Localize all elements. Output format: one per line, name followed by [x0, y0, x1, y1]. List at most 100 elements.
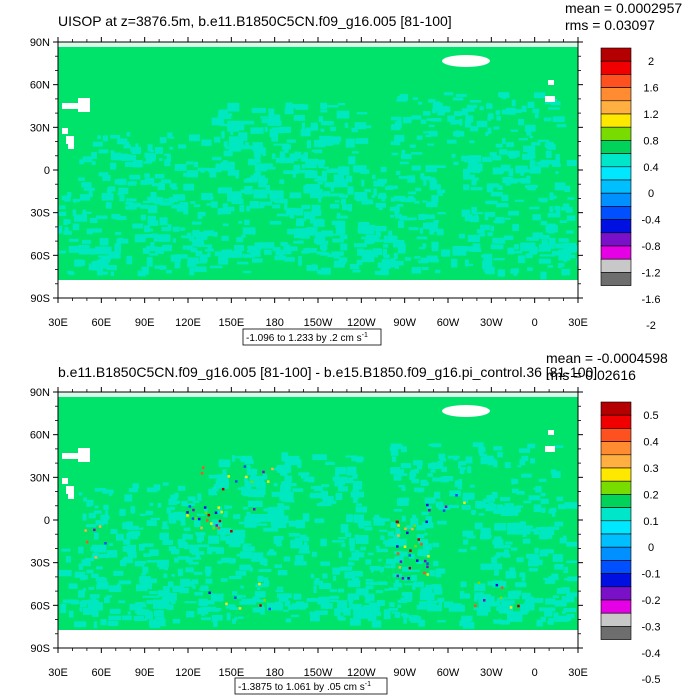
field-patch: [168, 546, 177, 551]
field-patch: [364, 239, 371, 244]
field-patch: [411, 575, 417, 581]
field-patch: [288, 214, 293, 218]
field-patch: [465, 456, 473, 464]
field-patch: [318, 193, 332, 197]
field-patch: [501, 194, 509, 201]
p2-colorbar-box: [600, 401, 632, 416]
field-patch: [188, 561, 199, 565]
field-patch: [505, 107, 516, 115]
field-patch: [523, 145, 536, 152]
anomaly-speckle: [409, 549, 412, 552]
field-patch: [225, 146, 237, 150]
field-patch: [310, 122, 318, 131]
anomaly-speckle: [207, 513, 211, 517]
field-patch: [82, 587, 87, 592]
field-patch: [474, 214, 478, 217]
field-patch: [487, 460, 498, 466]
field-patch: [299, 544, 309, 553]
field-patch: [69, 238, 79, 242]
field-patch: [505, 571, 517, 579]
field-patch: [438, 601, 442, 606]
field-patch: [555, 210, 561, 214]
field-patch: [474, 583, 486, 592]
field-patch: [246, 464, 251, 471]
field-patch: [153, 484, 161, 491]
field-patch: [576, 258, 578, 266]
field-patch: [401, 153, 412, 160]
field-patch: [82, 239, 91, 244]
field-patch: [247, 246, 258, 251]
field-patch: [296, 220, 304, 227]
p1-colorbar-box: [600, 113, 632, 128]
field-patch: [496, 552, 509, 557]
p2-lat-label: 90S: [30, 643, 50, 655]
field-patch: [212, 609, 220, 612]
field-patch: [230, 529, 246, 539]
field-patch: [398, 241, 404, 245]
p2-lon-label: 30E: [568, 667, 588, 679]
field-patch: [421, 511, 429, 516]
field-patch: [347, 596, 354, 601]
field-patch: [397, 119, 402, 123]
anomaly-speckle: [202, 466, 205, 469]
field-patch: [447, 139, 457, 144]
panel-2: mean = -0.0004598 rms = 0.02616 b.e11.B1…: [30, 350, 668, 695]
field-patch: [484, 216, 489, 221]
field-patch: [157, 590, 168, 597]
field-patch: [334, 608, 341, 616]
field-patch: [376, 581, 388, 585]
field-patch: [168, 136, 175, 139]
field-patch: [536, 161, 547, 166]
field-patch: [438, 105, 448, 111]
field-patch: [277, 593, 292, 599]
field-patch: [454, 480, 461, 488]
field-patch: [236, 553, 241, 557]
field-patch: [495, 143, 503, 148]
field-patch: [406, 525, 413, 529]
p1-colorbar-label: -1.6: [642, 294, 661, 306]
field-patch: [493, 510, 504, 513]
field-patch: [507, 247, 514, 255]
field-patch: [424, 532, 428, 536]
field-patch: [300, 129, 311, 137]
field-patch: [391, 152, 399, 156]
field-patch: [342, 204, 348, 211]
field-patch: [254, 242, 262, 251]
field-patch: [534, 547, 539, 554]
field-patch: [98, 271, 108, 275]
field-patch: [284, 475, 292, 482]
field-patch: [102, 175, 111, 181]
p1-colorbar-box: [600, 192, 632, 207]
field-patch: [469, 100, 482, 103]
field-patch: [89, 594, 100, 599]
field-patch: [257, 575, 264, 582]
field-patch: [335, 493, 343, 500]
p2-lon-label: 90E: [135, 667, 155, 679]
field-patch: [95, 577, 106, 582]
field-patch: [463, 539, 469, 545]
field-patch: [472, 442, 484, 447]
field-patch: [100, 255, 111, 261]
field-patch: [334, 200, 340, 203]
field-patch: [405, 198, 416, 203]
field-patch: [292, 603, 306, 610]
field-patch: [229, 607, 240, 610]
field-patch: [325, 462, 335, 465]
field-patch: [279, 157, 295, 164]
p1-lon-label: 150E: [218, 317, 244, 329]
field-patch: [129, 174, 141, 180]
field-patch: [146, 234, 155, 238]
field-patch: [355, 506, 367, 513]
field-patch: [411, 569, 420, 572]
p1-colorbar-label: -1.2: [642, 267, 661, 279]
anomaly-speckle: [417, 538, 420, 541]
field-patch: [413, 468, 419, 474]
field-patch: [59, 250, 66, 254]
field-patch: [452, 246, 467, 256]
field-patch: [352, 269, 361, 273]
field-patch: [563, 257, 568, 263]
field-patch: [398, 485, 405, 488]
field-patch: [376, 600, 385, 606]
p1-lat-label: 60S: [30, 250, 50, 262]
field-patch: [334, 178, 348, 188]
